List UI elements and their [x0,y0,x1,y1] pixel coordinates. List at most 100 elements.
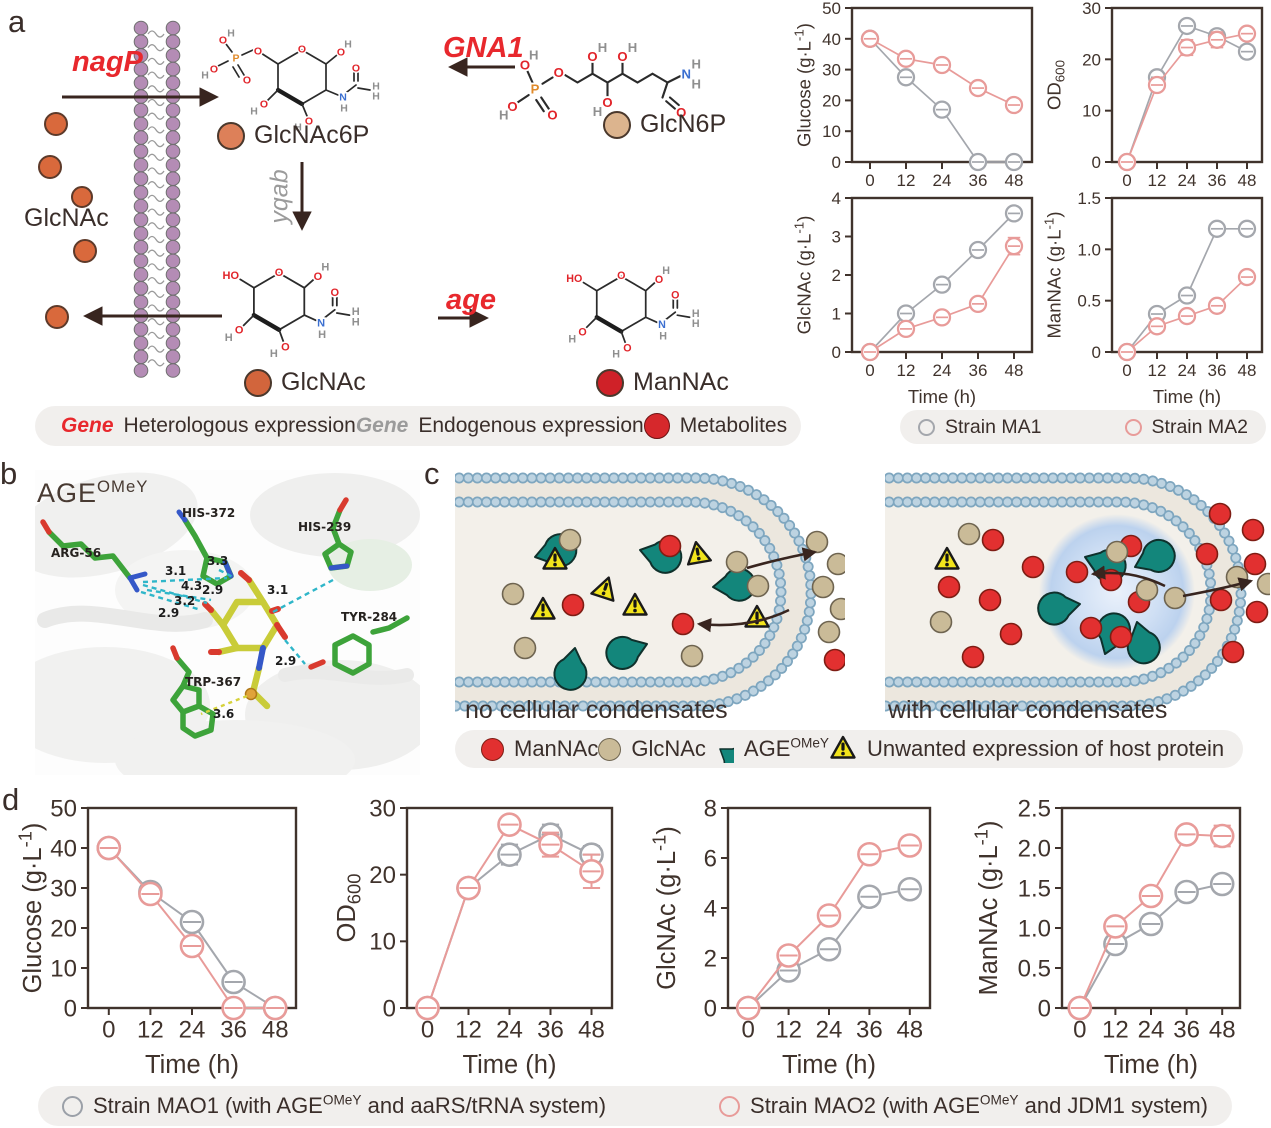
glcnac-dot [244,368,272,397]
residue-label-tyr284: TYR-284 [341,610,398,624]
endogenous-label: Endogenous expression [418,414,644,437]
svg-text:24: 24 [1138,1017,1165,1044]
svg-text:H: H [692,318,700,330]
svg-text:H: H [340,103,348,115]
svg-text:H: H [344,39,352,51]
svg-text:1.0: 1.0 [1018,915,1051,942]
svg-text:O: O [260,99,268,111]
svg-text:GlcNAc (g·L-1): GlcNAc (g·L-1) [648,826,681,990]
svg-text:H: H [692,56,701,71]
svg-text:48: 48 [1005,171,1024,190]
svg-text:H: H [250,106,258,118]
svg-text:40: 40 [50,835,77,862]
svg-text:O: O [337,47,345,59]
pi-stack-dash [200,694,248,716]
svg-text:12: 12 [1102,1017,1129,1044]
svg-text:0: 0 [1122,171,1131,190]
svg-text:36: 36 [220,1017,247,1044]
svg-text:N: N [317,317,325,329]
protein-cartoon-background [0,472,435,800]
distance-label: 4.3 [181,579,203,593]
svg-text:Time (h): Time (h) [908,386,976,407]
svg-text:20: 20 [1082,50,1101,69]
svg-text:0: 0 [1092,343,1101,362]
svg-text:O: O [507,99,517,114]
svg-text:48: 48 [1209,1017,1236,1044]
svg-text:O: O [587,49,597,64]
svg-text:1: 1 [832,304,841,323]
svg-text:Time (h): Time (h) [1153,386,1221,407]
svg-text:H: H [270,348,278,360]
svg-text:H: H [201,70,209,82]
svg-text:H: H [499,108,508,123]
svg-text:10: 10 [1082,102,1101,121]
svg-text:O: O [314,271,323,283]
svg-text:10: 10 [369,929,396,956]
caption-with-condensates: with cellular condensates [888,696,1168,724]
svg-text:O: O [617,49,627,64]
residue-label-arg56: ARG-56 [51,546,102,560]
svg-text:1.5: 1.5 [1018,875,1051,902]
glcnac-molecule-dots [38,112,97,329]
svg-text:2: 2 [704,945,717,972]
svg-text:36: 36 [969,171,988,190]
strain-mao2-marker-icon [719,1095,741,1117]
svg-text:H: H [227,28,235,40]
svg-text:O: O [305,116,313,128]
label-mannac: ManNAc [596,368,729,397]
svg-text:36: 36 [1208,361,1227,380]
svg-text:H: H [318,329,326,341]
cell-no-condensates [455,472,845,712]
strain-mao1-marker-icon [62,1095,83,1117]
gene-word-gray: Gene [355,414,409,437]
chart-d-mannac: 0 0.5 1.0 1.5 2.0 2.5 0 12 24 36 48 Time (h) ManNAc … [962,788,1250,1080]
svg-text:36: 36 [1208,171,1227,190]
mannac-dot-icon [481,737,504,761]
age-legend-label: AGEOMeY [743,735,830,761]
svg-text:H: H [659,330,667,342]
mannac-dot [596,368,624,397]
membrane-bilayer-icon [133,20,181,378]
protein-structure-render [0,470,435,800]
svg-text:12: 12 [897,171,916,190]
distance-label: 3.3 [207,554,229,568]
svg-text:H: H [692,76,701,91]
svg-text:20: 20 [50,915,77,942]
svg-text:H: H [352,316,360,328]
svg-text:O: O [298,44,306,56]
svg-text:O: O [676,105,686,120]
panel-b-title: AGEOMeY [37,477,149,508]
svg-text:OD600: OD600 [333,874,365,943]
svg-text:HO: HO [223,270,240,282]
legend-panel-c: ManNAc GlcNAc AGEOMeY Unwanted expressio… [455,730,1243,768]
svg-text:24: 24 [933,171,952,190]
svg-text:24: 24 [179,1017,206,1044]
svg-text:12: 12 [775,1017,802,1044]
metabolite-dot-icon [643,413,670,439]
distance-label: 2.9 [275,654,297,668]
svg-text:1.0: 1.0 [1077,240,1101,259]
label-glcnac-in: GlcNAc [244,368,366,397]
svg-text:H: H [598,40,607,55]
svg-text:H: H [692,308,700,320]
svg-text:0: 0 [1073,1017,1086,1044]
residue-label-trp367: TRP-367 [185,675,242,689]
svg-text:O: O [578,326,586,338]
svg-text:24: 24 [1178,361,1197,380]
warning-icon [830,735,856,759]
legend-gene: Gene Heterologous expression Gene Endogeno… [35,406,801,446]
svg-text:P: P [232,53,239,65]
svg-text:0: 0 [1122,361,1131,380]
distance-label: 2.9 [202,583,224,597]
svg-text:N: N [339,92,347,104]
svg-text:0: 0 [383,995,396,1022]
svg-text:0: 0 [865,361,874,380]
export-arrow [1182,577,1254,598]
svg-text:20: 20 [822,91,841,110]
svg-text:2.5: 2.5 [1018,795,1051,822]
svg-text:H: H [225,332,233,344]
chart-a-glcnac: 0 1 2 3 4 0 12 24 36 48 Time (h) GlcNAc (g·L-1) [790,189,1040,408]
svg-text:0: 0 [1092,153,1101,172]
chart-a-glucose: 0 10 20 30 40 50 0 12 24 36 48 Glucose (g·L-1) [790,0,1040,190]
